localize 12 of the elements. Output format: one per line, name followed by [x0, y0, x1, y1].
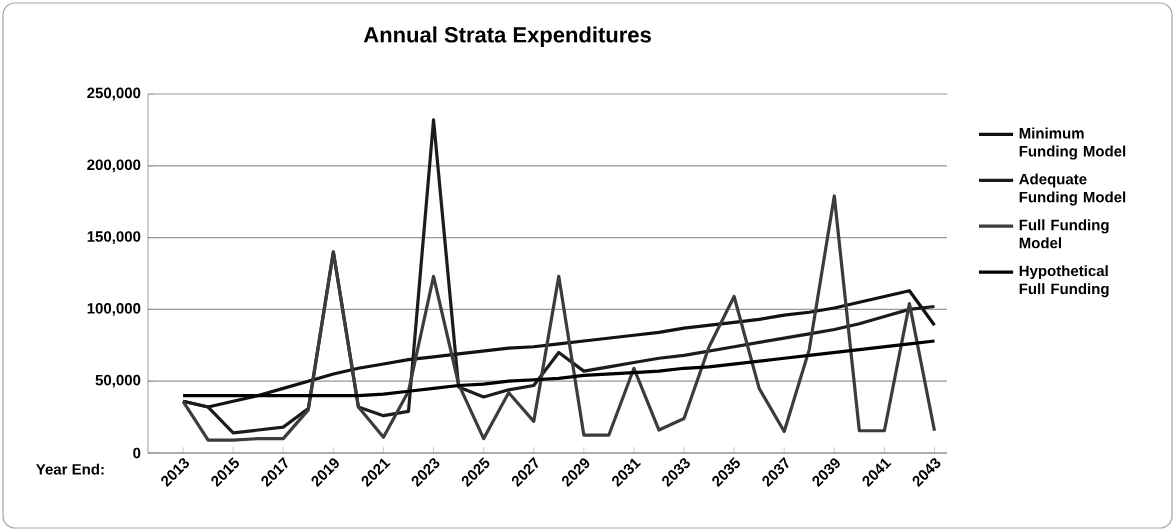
x-axis-title: Year End: [36, 463, 104, 475]
legend-label: Minimum Funding Model [1019, 127, 1126, 160]
y-tick-label: 100,000 [87, 303, 141, 316]
y-tick-label: 150,000 [87, 231, 141, 244]
legend-label: Hypothetical Full Funding [1019, 265, 1109, 298]
legend-label: Adequate Funding Model [1019, 173, 1126, 206]
y-tick-label: 50,000 [95, 374, 141, 388]
y-tick-label: 0 [133, 447, 141, 459]
y-tick-label: 250,000 [87, 87, 141, 101]
legend-label: Full Funding Model [1019, 219, 1109, 249]
chart-title: Annual Strata Expenditures [363, 26, 651, 47]
y-tick-label: 200,000 [87, 159, 141, 173]
